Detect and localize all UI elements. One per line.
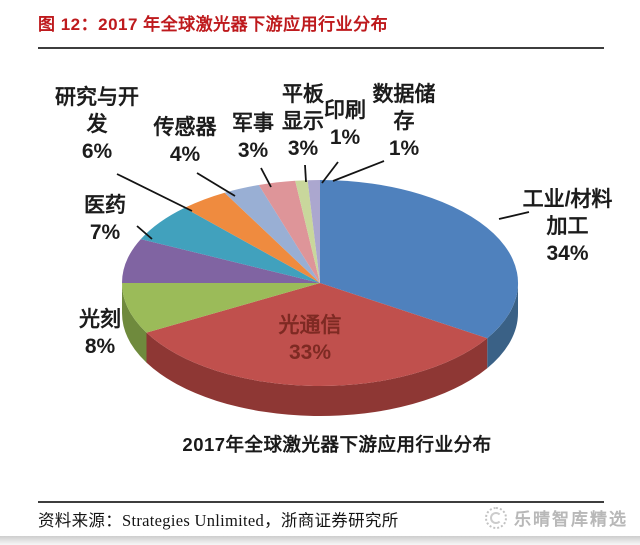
watermark-logo-icon (485, 506, 507, 529)
pie-slice-flat-panel-display (258, 180, 320, 283)
pie-slice-research-development (140, 207, 320, 283)
slice-label-printing: 印刷 1% (320, 97, 370, 151)
pie-side-lithography (122, 283, 147, 363)
slice-label-medical: 医药 7% (60, 192, 150, 246)
slice-pct-lithography: 8% (84, 335, 116, 358)
footer-divider (38, 501, 604, 503)
pie-slice-sensors (184, 192, 320, 283)
slice-label-research-development: 研究与开 发 6% (42, 84, 152, 165)
slice-label-data-storage: 数据储 存 1% (366, 81, 442, 162)
pie-slice-optical-communications (146, 283, 488, 387)
watermark-text: 乐晴智库精选 (514, 510, 628, 529)
chart-caption: 2017年全球激光器下游应用行业分布 (182, 434, 492, 455)
slice-pct-medical: 7% (89, 221, 121, 244)
slice-pct-flat-panel-display: 3% (287, 137, 319, 160)
title-divider (38, 47, 604, 49)
slice-label-sensors: 传感器 4% (140, 114, 230, 168)
slice-label-lithography: 光刻 8% (55, 306, 145, 360)
watermark: 乐晴智库精选 (485, 505, 628, 530)
pie-slice-medical (121, 239, 321, 283)
slice-label-flat-panel-display: 平板 显示 3% (272, 81, 334, 162)
pie-side-optical-communications (146, 332, 488, 417)
leader-line-flat-panel-display (304, 164, 307, 183)
slice-pct-industrial-materials: 34% (546, 242, 589, 265)
pie-slice-industrial-materials (320, 180, 519, 339)
leader-line-sensors (196, 172, 236, 197)
leader-line-printing (321, 161, 339, 184)
leader-line-data-storage (332, 160, 385, 182)
source-line: 资料来源：Strategies Unlimited，浙商证券研究所 (38, 511, 399, 530)
slice-pct-research-development: 6% (81, 140, 113, 163)
leader-line-medical (136, 225, 153, 240)
slice-pct-printing: 1% (329, 126, 361, 149)
pie-slice-lithography (122, 283, 320, 333)
slice-pct-sensors: 4% (169, 143, 201, 166)
leader-line-military (260, 167, 272, 188)
leader-line-research-development (116, 173, 193, 212)
slice-pct-military: 3% (237, 139, 269, 162)
slice-label-optical-communications: 光通信 33% (245, 312, 375, 366)
bottom-scan-band (0, 536, 640, 545)
pie-slice-data-storage (307, 180, 320, 283)
slice-pct-data-storage: 1% (388, 137, 420, 160)
leader-line-industrial-materials (498, 211, 530, 220)
slice-label-industrial-materials: 工业/材料 加工 34% (500, 186, 635, 267)
slice-label-military: 军事 3% (224, 110, 282, 164)
figure-title: 图 12：2017 年全球激光器下游应用行业分布 (38, 15, 389, 34)
slice-pct-optical-communications: 33% (288, 341, 332, 364)
pie-side-industrial-materials (487, 283, 518, 369)
pie-slice-printing (295, 180, 320, 283)
pie-slice-military (224, 185, 320, 283)
